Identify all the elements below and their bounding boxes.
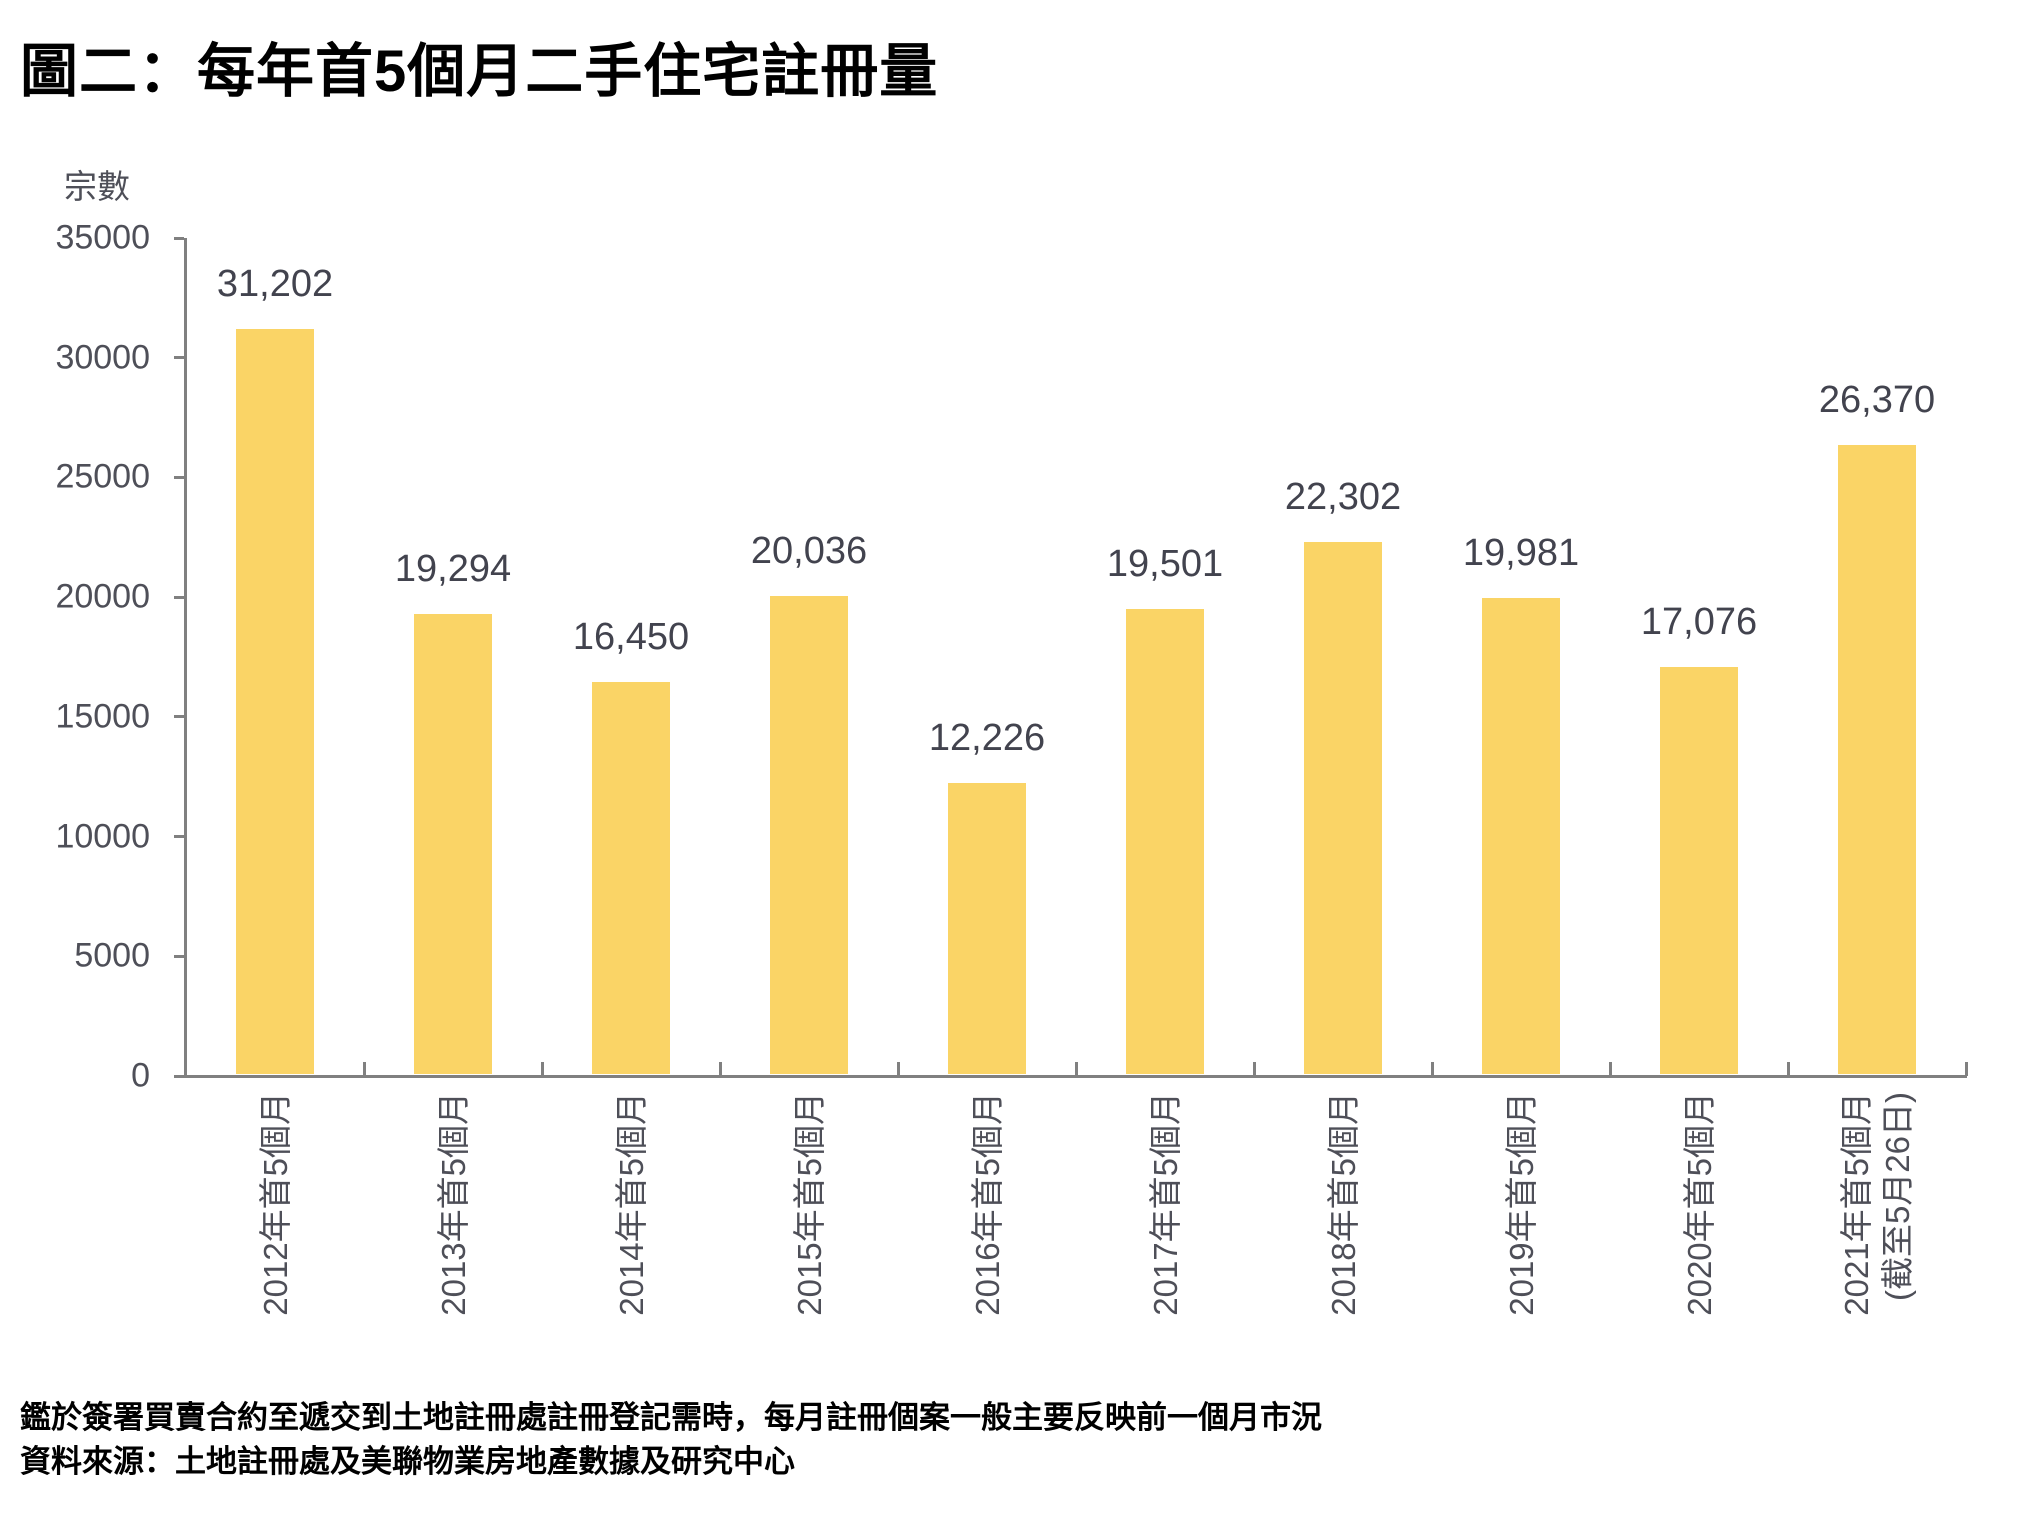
x-axis-label-2013: 2013年首5個月 — [434, 1092, 472, 1316]
x-tick-mark-5 — [1074, 1062, 1078, 1076]
bar-value-2014: 16,450 — [572, 616, 690, 659]
x-axis-label-2015: 2015年首5個月 — [790, 1092, 828, 1316]
x-tick-mark-1 — [362, 1062, 366, 1076]
bar-value-2012: 31,202 — [216, 262, 334, 305]
x-axis-label-2019: 2019年首5個月 — [1502, 1092, 1540, 1316]
y-tick-mark-20000 — [174, 595, 184, 599]
x-tick-mark-3 — [718, 1062, 722, 1076]
x-axis-label-2017: 2017年首5個月 — [1146, 1092, 1184, 1316]
x-tick-mark-10 — [1964, 1062, 1968, 1076]
y-tick-mark-35000 — [174, 236, 184, 240]
bar-2019 — [1482, 597, 1560, 1074]
footnote-data-source: 資料來源：土地註冊處及美聯物業房地產數據及研究中心 — [20, 1444, 795, 1479]
x-axis-label-2014: 2014年首5個月 — [612, 1092, 650, 1316]
y-tick-mark-30000 — [174, 356, 184, 360]
bar-2015 — [770, 596, 848, 1074]
bar-2014 — [592, 682, 670, 1074]
y-tick-mark-10000 — [174, 835, 184, 839]
y-tick-mark-0 — [174, 1074, 184, 1078]
y-tick-label-10000: 10000 — [55, 817, 150, 856]
y-tick-label-5000: 5000 — [74, 936, 150, 975]
x-axis-label-2021: 2021年首5個月 (截至5月26日) — [1838, 1092, 1916, 1316]
bar-value-2019: 19,981 — [1462, 531, 1580, 574]
x-tick-mark-7 — [1430, 1062, 1434, 1076]
y-tick-label-35000: 35000 — [55, 218, 150, 257]
y-tick-mark-5000 — [174, 954, 184, 958]
y-tick-label-20000: 20000 — [55, 577, 150, 616]
x-tick-mark-8 — [1608, 1062, 1612, 1076]
bar-value-2020: 17,076 — [1640, 601, 1758, 644]
bar-2012 — [236, 328, 314, 1074]
x-axis-label-2016: 2016年首5個月 — [968, 1092, 1006, 1316]
y-tick-label-0: 0 — [131, 1056, 150, 1095]
y-tick-label-25000: 25000 — [55, 457, 150, 496]
x-tick-mark-6 — [1252, 1062, 1256, 1076]
y-tick-mark-15000 — [174, 715, 184, 719]
bar-value-2015: 20,036 — [750, 530, 868, 573]
x-axis-label-2018: 2018年首5個月 — [1324, 1092, 1362, 1316]
bar-2013 — [414, 614, 492, 1074]
footnote-timing-note: 鑑於簽署買賣合約至遞交到土地註冊處註冊登記需時，每月註冊個案一般主要反映前一個月… — [20, 1400, 1322, 1435]
y-axis-line — [184, 238, 187, 1078]
x-axis-label-2012: 2012年首5個月 — [256, 1092, 294, 1316]
x-tick-mark-4 — [896, 1062, 900, 1076]
bar-2021 — [1838, 444, 1916, 1074]
y-tick-label-30000: 30000 — [55, 338, 150, 377]
y-axis-unit-label: 宗數 — [64, 168, 130, 205]
bar-2017 — [1126, 609, 1204, 1074]
x-tick-mark-9 — [1786, 1062, 1790, 1076]
y-tick-label-15000: 15000 — [55, 697, 150, 736]
bar-value-2017: 19,501 — [1106, 543, 1224, 586]
x-axis-line — [184, 1075, 1967, 1078]
footnotes: 鑑於簽署買賣合約至遞交到土地註冊處註冊登記需時，每月註冊個案一般主要反映前一個月… — [20, 1396, 1322, 1484]
x-tick-mark-2 — [540, 1062, 544, 1076]
bar-value-2016: 12,226 — [928, 717, 1046, 760]
bar-2018 — [1304, 542, 1382, 1074]
bar-2020 — [1660, 667, 1738, 1074]
x-axis-label-2020: 2020年首5個月 — [1680, 1092, 1718, 1316]
chart-title: 圖二：每年首5個月二手住宅註冊量 — [20, 39, 939, 104]
bar-value-2013: 19,294 — [394, 548, 512, 591]
bar-2016 — [948, 783, 1026, 1074]
bar-value-2021: 26,370 — [1818, 378, 1936, 421]
y-tick-mark-25000 — [174, 475, 184, 479]
bar-value-2018: 22,302 — [1284, 476, 1402, 519]
